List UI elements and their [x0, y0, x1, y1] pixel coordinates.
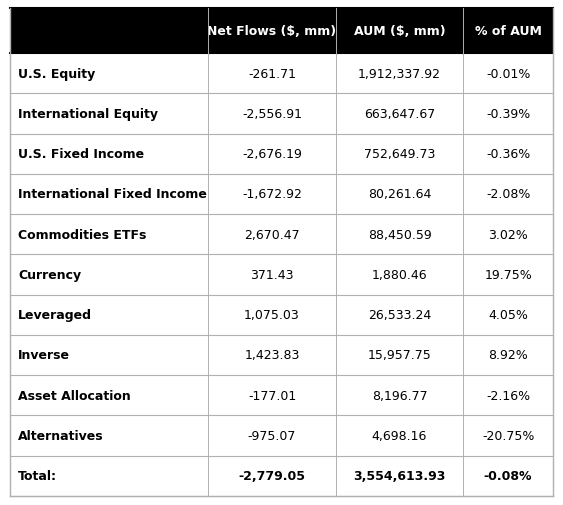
Bar	[336, 456, 463, 496]
Bar	[208, 215, 336, 255]
Text: -0.39%: -0.39%	[486, 108, 530, 121]
Text: -2.16%: -2.16%	[486, 389, 530, 402]
Text: 8,196.77: 8,196.77	[372, 389, 427, 402]
Text: Asset Allocation: Asset Allocation	[18, 389, 131, 402]
Text: 15,957.75: 15,957.75	[368, 349, 431, 362]
Text: U.S. Fixed Income: U.S. Fixed Income	[18, 148, 144, 161]
Bar	[336, 134, 463, 174]
Text: Leveraged: Leveraged	[18, 309, 92, 322]
Text: AUM ($, mm): AUM ($, mm)	[354, 25, 445, 38]
Bar	[10, 54, 208, 94]
Bar	[463, 9, 553, 54]
Text: -0.08%: -0.08%	[484, 469, 533, 482]
Bar	[336, 215, 463, 255]
Bar	[10, 174, 208, 215]
Text: 80,261.64: 80,261.64	[368, 188, 431, 201]
Bar	[463, 456, 553, 496]
Bar	[10, 456, 208, 496]
Bar	[10, 94, 208, 134]
Text: International Fixed Income: International Fixed Income	[18, 188, 207, 201]
Text: 1,075.03: 1,075.03	[244, 309, 300, 322]
Bar	[10, 375, 208, 416]
Bar	[336, 255, 463, 295]
Text: 663,647.67: 663,647.67	[364, 108, 435, 121]
Bar	[463, 375, 553, 416]
Bar	[463, 335, 553, 375]
Text: Alternatives: Alternatives	[18, 429, 104, 442]
Bar	[336, 295, 463, 335]
Bar	[10, 335, 208, 375]
Bar	[10, 416, 208, 456]
Text: 1,880.46: 1,880.46	[372, 268, 427, 281]
Text: U.S. Equity: U.S. Equity	[18, 68, 95, 80]
Bar	[336, 174, 463, 215]
Text: -261.71: -261.71	[248, 68, 296, 80]
Bar	[10, 134, 208, 174]
Bar	[10, 255, 208, 295]
Text: 371.43: 371.43	[250, 268, 294, 281]
Text: 2,670.47: 2,670.47	[244, 228, 300, 241]
Bar	[208, 416, 336, 456]
Bar	[208, 54, 336, 94]
Text: -2,556.91: -2,556.91	[242, 108, 302, 121]
Text: -2.08%: -2.08%	[486, 188, 530, 201]
Text: 4.05%: 4.05%	[488, 309, 528, 322]
Text: 88,450.59: 88,450.59	[368, 228, 431, 241]
Bar	[463, 134, 553, 174]
Text: 1,912,337.92: 1,912,337.92	[358, 68, 441, 80]
Bar	[463, 295, 553, 335]
Bar	[208, 335, 336, 375]
Text: -1,672.92: -1,672.92	[242, 188, 302, 201]
Bar	[208, 9, 336, 54]
Text: 26,533.24: 26,533.24	[368, 309, 431, 322]
Bar	[336, 94, 463, 134]
Bar	[336, 9, 463, 54]
Bar	[336, 54, 463, 94]
Bar	[208, 255, 336, 295]
Bar	[208, 375, 336, 416]
Text: 1,423.83: 1,423.83	[244, 349, 300, 362]
Text: 3.02%: 3.02%	[488, 228, 528, 241]
Bar	[10, 9, 208, 54]
Bar	[463, 255, 553, 295]
Text: 19.75%: 19.75%	[484, 268, 532, 281]
Bar	[336, 416, 463, 456]
Text: -177.01: -177.01	[248, 389, 296, 402]
Text: -0.01%: -0.01%	[486, 68, 530, 80]
Bar	[336, 335, 463, 375]
Bar	[208, 456, 336, 496]
Text: -2,676.19: -2,676.19	[242, 148, 302, 161]
Text: 8.92%: 8.92%	[488, 349, 528, 362]
Text: -0.36%: -0.36%	[486, 148, 530, 161]
Text: -2,779.05: -2,779.05	[239, 469, 306, 482]
Bar	[208, 295, 336, 335]
Bar	[208, 174, 336, 215]
Text: Currency: Currency	[18, 268, 81, 281]
Bar	[463, 94, 553, 134]
Bar	[463, 416, 553, 456]
Bar	[336, 375, 463, 416]
Text: 4,698.16: 4,698.16	[372, 429, 427, 442]
Text: 3,554,613.93: 3,554,613.93	[354, 469, 446, 482]
Text: Commodities ETFs: Commodities ETFs	[18, 228, 146, 241]
Bar	[463, 215, 553, 255]
Text: International Equity: International Equity	[18, 108, 158, 121]
Bar	[463, 174, 553, 215]
Text: % of AUM: % of AUM	[475, 25, 542, 38]
Bar	[208, 94, 336, 134]
Text: Inverse: Inverse	[18, 349, 70, 362]
Bar	[10, 295, 208, 335]
Text: Net Flows ($, mm): Net Flows ($, mm)	[207, 25, 337, 38]
Bar	[463, 54, 553, 94]
Text: 752,649.73: 752,649.73	[364, 148, 435, 161]
Bar	[10, 215, 208, 255]
Text: Total:: Total:	[18, 469, 57, 482]
Bar	[208, 134, 336, 174]
Text: -975.07: -975.07	[248, 429, 296, 442]
Text: -20.75%: -20.75%	[482, 429, 534, 442]
